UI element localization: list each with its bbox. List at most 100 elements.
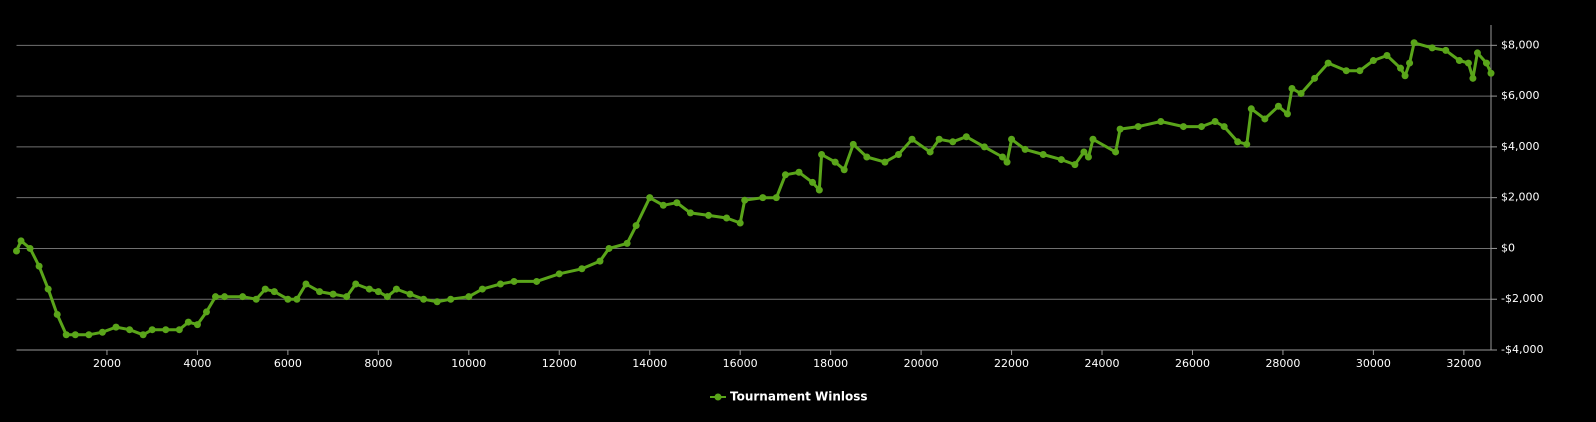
point — [1487, 69, 1495, 77]
x-tick-label: 16000 — [723, 357, 758, 370]
x-tick-label: 4000 — [183, 357, 211, 370]
point — [533, 277, 541, 285]
point — [686, 209, 694, 217]
point — [815, 186, 823, 194]
x-tick-label: 20000 — [904, 357, 939, 370]
point — [17, 237, 25, 245]
point — [840, 166, 848, 174]
x-tick-label: 28000 — [1265, 357, 1300, 370]
point — [447, 295, 455, 303]
point — [578, 265, 586, 273]
x-tick-label: 10000 — [451, 357, 486, 370]
point — [139, 331, 147, 339]
point — [510, 277, 518, 285]
point — [1406, 59, 1414, 67]
point — [383, 293, 391, 301]
point — [261, 285, 269, 293]
point — [1211, 117, 1219, 125]
point — [949, 138, 957, 146]
y-tick-label: -$4,000 — [1501, 343, 1543, 356]
point — [980, 143, 988, 151]
point — [392, 285, 400, 293]
point — [1157, 117, 1165, 125]
point — [343, 293, 351, 301]
point — [1369, 57, 1377, 65]
point — [908, 135, 916, 143]
point — [881, 158, 889, 166]
point — [374, 288, 382, 296]
point — [184, 318, 192, 326]
point — [1401, 72, 1409, 80]
x-tick-label: 24000 — [1085, 357, 1120, 370]
point — [433, 298, 441, 306]
point — [316, 288, 324, 296]
point — [1057, 156, 1065, 164]
point — [809, 178, 817, 186]
point — [623, 239, 631, 247]
y-tick-label: $2,000 — [1501, 191, 1540, 204]
point — [1198, 123, 1206, 131]
point — [1383, 51, 1391, 59]
legend-label: Tournament Winloss — [730, 390, 868, 404]
point — [1008, 135, 1016, 143]
point — [781, 171, 789, 179]
y-tick-label: $6,000 — [1501, 89, 1540, 102]
point — [420, 295, 428, 303]
point — [1469, 74, 1477, 82]
point — [736, 219, 744, 227]
x-tick-label: 32000 — [1446, 357, 1481, 370]
point — [53, 310, 61, 318]
point — [1428, 44, 1436, 52]
point — [1220, 123, 1228, 131]
point — [818, 150, 826, 158]
point — [1473, 49, 1481, 57]
point — [1179, 123, 1187, 131]
point — [1003, 158, 1011, 166]
x-tick-label: 26000 — [1175, 357, 1210, 370]
point — [1464, 59, 1472, 67]
point — [1243, 140, 1251, 148]
point — [496, 280, 504, 288]
point — [1084, 153, 1092, 161]
point — [252, 295, 260, 303]
point — [1071, 161, 1079, 169]
point — [741, 196, 749, 204]
point — [26, 244, 34, 252]
point — [673, 199, 681, 207]
point — [605, 244, 613, 252]
x-tick-label: 8000 — [364, 357, 392, 370]
y-tick-label: $4,000 — [1501, 140, 1540, 153]
point — [831, 158, 839, 166]
point — [1021, 145, 1029, 153]
x-tick-label: 2000 — [93, 357, 121, 370]
point — [1288, 84, 1296, 92]
point — [478, 285, 486, 293]
point — [1397, 64, 1405, 72]
point — [1342, 67, 1350, 75]
y-tick-label: -$2,000 — [1501, 292, 1543, 305]
point — [1080, 148, 1088, 156]
point — [795, 168, 803, 176]
point — [126, 326, 134, 334]
y-tick-label: $8,000 — [1501, 38, 1540, 51]
x-tick-label: 14000 — [632, 357, 667, 370]
point — [1442, 46, 1450, 54]
y-tick-label: $0 — [1501, 241, 1515, 254]
point — [596, 257, 604, 265]
point — [329, 290, 337, 298]
point — [1116, 125, 1124, 133]
point — [221, 293, 229, 301]
point — [646, 194, 654, 202]
point — [1112, 148, 1120, 156]
point — [849, 140, 857, 148]
point — [772, 194, 780, 202]
point — [13, 247, 20, 255]
point — [1410, 39, 1418, 47]
x-tick-label: 12000 — [542, 357, 577, 370]
point — [465, 293, 473, 301]
point — [1297, 90, 1305, 98]
point — [962, 133, 970, 141]
point — [202, 308, 210, 316]
point — [1247, 105, 1255, 113]
point — [112, 323, 120, 331]
